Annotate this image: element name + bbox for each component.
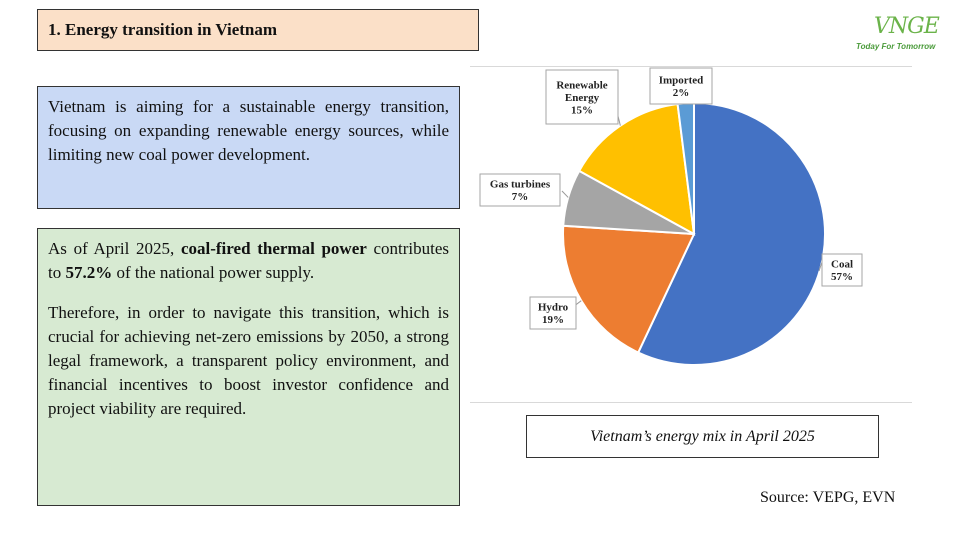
intro-text-box: Vietnam is aiming for a sustainable ener…	[37, 86, 460, 209]
fact-middle: contributes to	[48, 239, 450, 282]
data-label-renewable-energy: Renewable Energy 15%	[556, 79, 607, 116]
fact-prefix: As of April 2025,	[48, 239, 181, 258]
data-label-box-renewable-energy	[545, 69, 619, 125]
data-label-gas-turbines: Gas turbines 7%	[490, 179, 551, 204]
vnge-logo: VNGE Today For Tomorrow	[848, 12, 948, 56]
fact-value: 57.2%	[65, 263, 113, 282]
leader-line-coal	[818, 262, 823, 272]
pie-slice-hydro	[562, 224, 696, 354]
fact-subject: coal-fired thermal power	[180, 239, 367, 258]
pie-slice-renewable-energy	[577, 102, 696, 236]
data-label-box-hydro	[529, 296, 577, 330]
data-label-box-coal	[821, 253, 863, 287]
data-label-box-gas-turbines	[479, 173, 561, 207]
pie-chart: Coal 57% Hydro 19% Gas turbines 7% Renewable En…	[479, 67, 863, 366]
data-label-imported: Imported 2%	[659, 75, 704, 100]
chart-caption-text: Vietnam’s energy mix in April 2025	[590, 427, 815, 445]
chart-caption: Vietnam’s energy mix in April 2025	[526, 415, 879, 458]
logo-tagline: Today For Tomorrow	[856, 42, 936, 51]
data-label-hydro: Hydro 19%	[538, 302, 569, 327]
slide-title: 1. Energy transition in Vietnam	[37, 9, 479, 51]
fact-text-box: As of April 2025, coal-fired thermal pow…	[37, 228, 460, 506]
data-label-coal: Coal 57%	[831, 259, 853, 284]
leader-line-gas-turbines	[561, 190, 569, 198]
intro-text: Vietnam is aiming for a sustainable ener…	[48, 97, 449, 164]
energy-mix-chart: Coal 57% Hydro 19% Gas turbines 7% Renewable En…	[470, 66, 915, 402]
data-label-box-imported	[649, 67, 713, 105]
source-note: Source: VEPG, EVN	[760, 489, 896, 506]
logo-mark: VNGE	[874, 14, 940, 39]
conclusion-paragraph: Therefore, in order to navigate this tra…	[48, 303, 449, 418]
fact-paragraph: As of April 2025, coal-fired thermal pow…	[48, 237, 449, 285]
fact-suffix: of the national power supply.	[112, 263, 315, 282]
chart-top-rule	[470, 66, 912, 67]
chart-bottom-rule	[470, 402, 912, 403]
